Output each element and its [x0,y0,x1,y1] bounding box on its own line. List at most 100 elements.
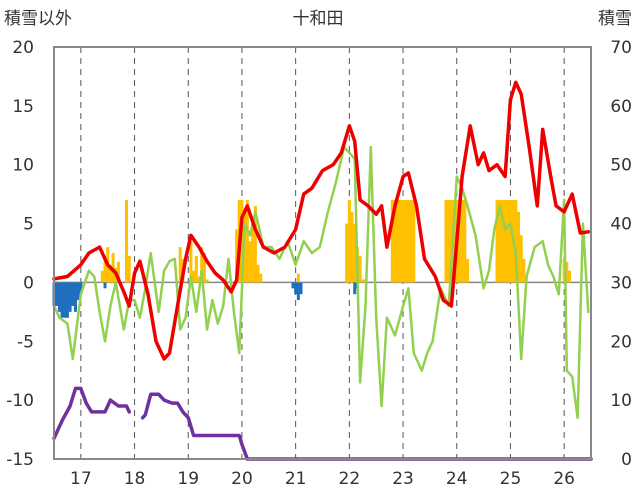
right-tick-label: 70 [610,38,632,58]
x-tick-label: 26 [553,469,575,489]
below-zero-bar [299,282,303,295]
snowfall-bar [200,247,204,283]
below-zero-bar [296,282,300,301]
x-tick-label: 22 [339,469,361,489]
snow-depth-line [140,392,250,461]
x-axis-ticks: 17 18 19 20 21 22 23 24 25 26 [70,469,575,489]
snowfall-bar [235,229,239,283]
snowfall-bar [296,273,300,283]
snowfall-bar [350,211,354,283]
snowfall-bar [508,200,512,283]
left-tick-label: 15 [12,97,34,117]
x-tick-label: 20 [231,469,253,489]
below-zero-bar [65,282,69,318]
x-tick-label: 18 [124,469,146,489]
snowfall-bar [353,223,357,283]
snowfall-bar [240,200,244,283]
right-tick-label: 0 [621,450,632,470]
x-tick-label: 24 [446,469,468,489]
snowfall-bar [347,200,351,283]
snowfall-bar [111,253,115,283]
snowfall-bar [100,270,104,283]
left-tick-label: -15 [6,450,34,470]
snowfall-bar [401,200,405,283]
below-zero-bar [291,282,295,289]
snowfall-bar [202,253,206,283]
snowfall-bar [495,200,499,283]
snowfall-bar [361,279,365,283]
snowfall-bar [412,200,416,283]
snowfall-bar [519,235,523,283]
snowfall-bar [409,200,413,283]
snowfall-bar [514,200,518,283]
below-zero-bar [79,282,83,295]
left-tick-label: -10 [6,391,34,411]
below-zero-bar [353,282,357,295]
below-zero-bar [55,282,59,306]
snowfall-bar [259,273,263,283]
snowfall-bar [108,264,112,283]
snowfall-bar [503,200,507,283]
snowfall-bar [253,205,257,283]
x-tick-label: 17 [70,469,92,489]
snowfall-bar [189,241,193,283]
x-tick-label: 25 [500,469,522,489]
snow-depth-line [52,386,131,441]
x-tick-label: 21 [285,469,307,489]
snowfall-bar [103,258,107,283]
snowfall-bar [568,270,572,283]
right-tick-label: 40 [610,215,632,235]
snowfall-bar [345,223,349,283]
snowfall-bar [449,200,453,283]
right-tick-label: 30 [610,273,632,293]
snowfall-bar [522,258,526,283]
snowfall-bar [245,200,249,283]
left-axis-label: 積雪以外 [4,9,72,29]
snowfall-bar [404,200,408,283]
snowfall-bar [565,261,569,283]
left-tick-label: 5 [23,215,34,235]
right-axis-ticks: 70 60 50 40 30 20 10 0 [610,38,632,470]
left-tick-label: -5 [17,332,34,352]
x-tick-label: 23 [392,469,414,489]
snowfall-bar [452,200,456,283]
snowfall-bar [393,200,397,283]
snowfall-bar [127,255,131,283]
left-tick-label: 0 [23,273,34,293]
right-tick-label: 50 [610,156,632,176]
snowfall-bar [460,200,464,283]
snowfall-bar [447,200,451,283]
snowfall-bar [457,200,461,283]
below-zero-bar [71,282,75,306]
snowfall-bar [197,276,201,283]
snowfall-bar [194,255,198,283]
snowfall-bar [463,200,467,283]
snowfall-bar [248,241,252,283]
snowfall-bar [192,270,196,283]
right-axis-label: 積雪 [598,9,632,29]
snowfall-bar [517,211,520,283]
snowfall-bar [500,200,504,283]
snowfall-bar [178,247,182,283]
snowfall-bar [390,200,394,283]
snowfall-bar [498,200,502,283]
snowfall-bar [205,279,209,283]
plot-frame [53,46,592,460]
chart-title: 十和田 [293,9,344,29]
secondary-line [52,145,590,420]
snowfall-bar [116,261,120,283]
snowfall-bar [406,200,410,283]
snowfall-bar [251,223,255,283]
snowfall-bar [358,255,362,283]
left-axis-ticks: 20 15 10 5 0 -5 -10 -15 [6,38,34,470]
below-zero-bar [57,282,61,312]
snowfall-bar [465,258,469,283]
below-zero-bar [76,282,80,301]
below-zero-bar [68,282,72,312]
right-tick-label: 10 [610,391,632,411]
snowfall-bar [398,200,402,283]
below-zero-bar [60,282,64,318]
snowfall-bar [256,264,260,283]
below-zero-bar [73,282,77,312]
